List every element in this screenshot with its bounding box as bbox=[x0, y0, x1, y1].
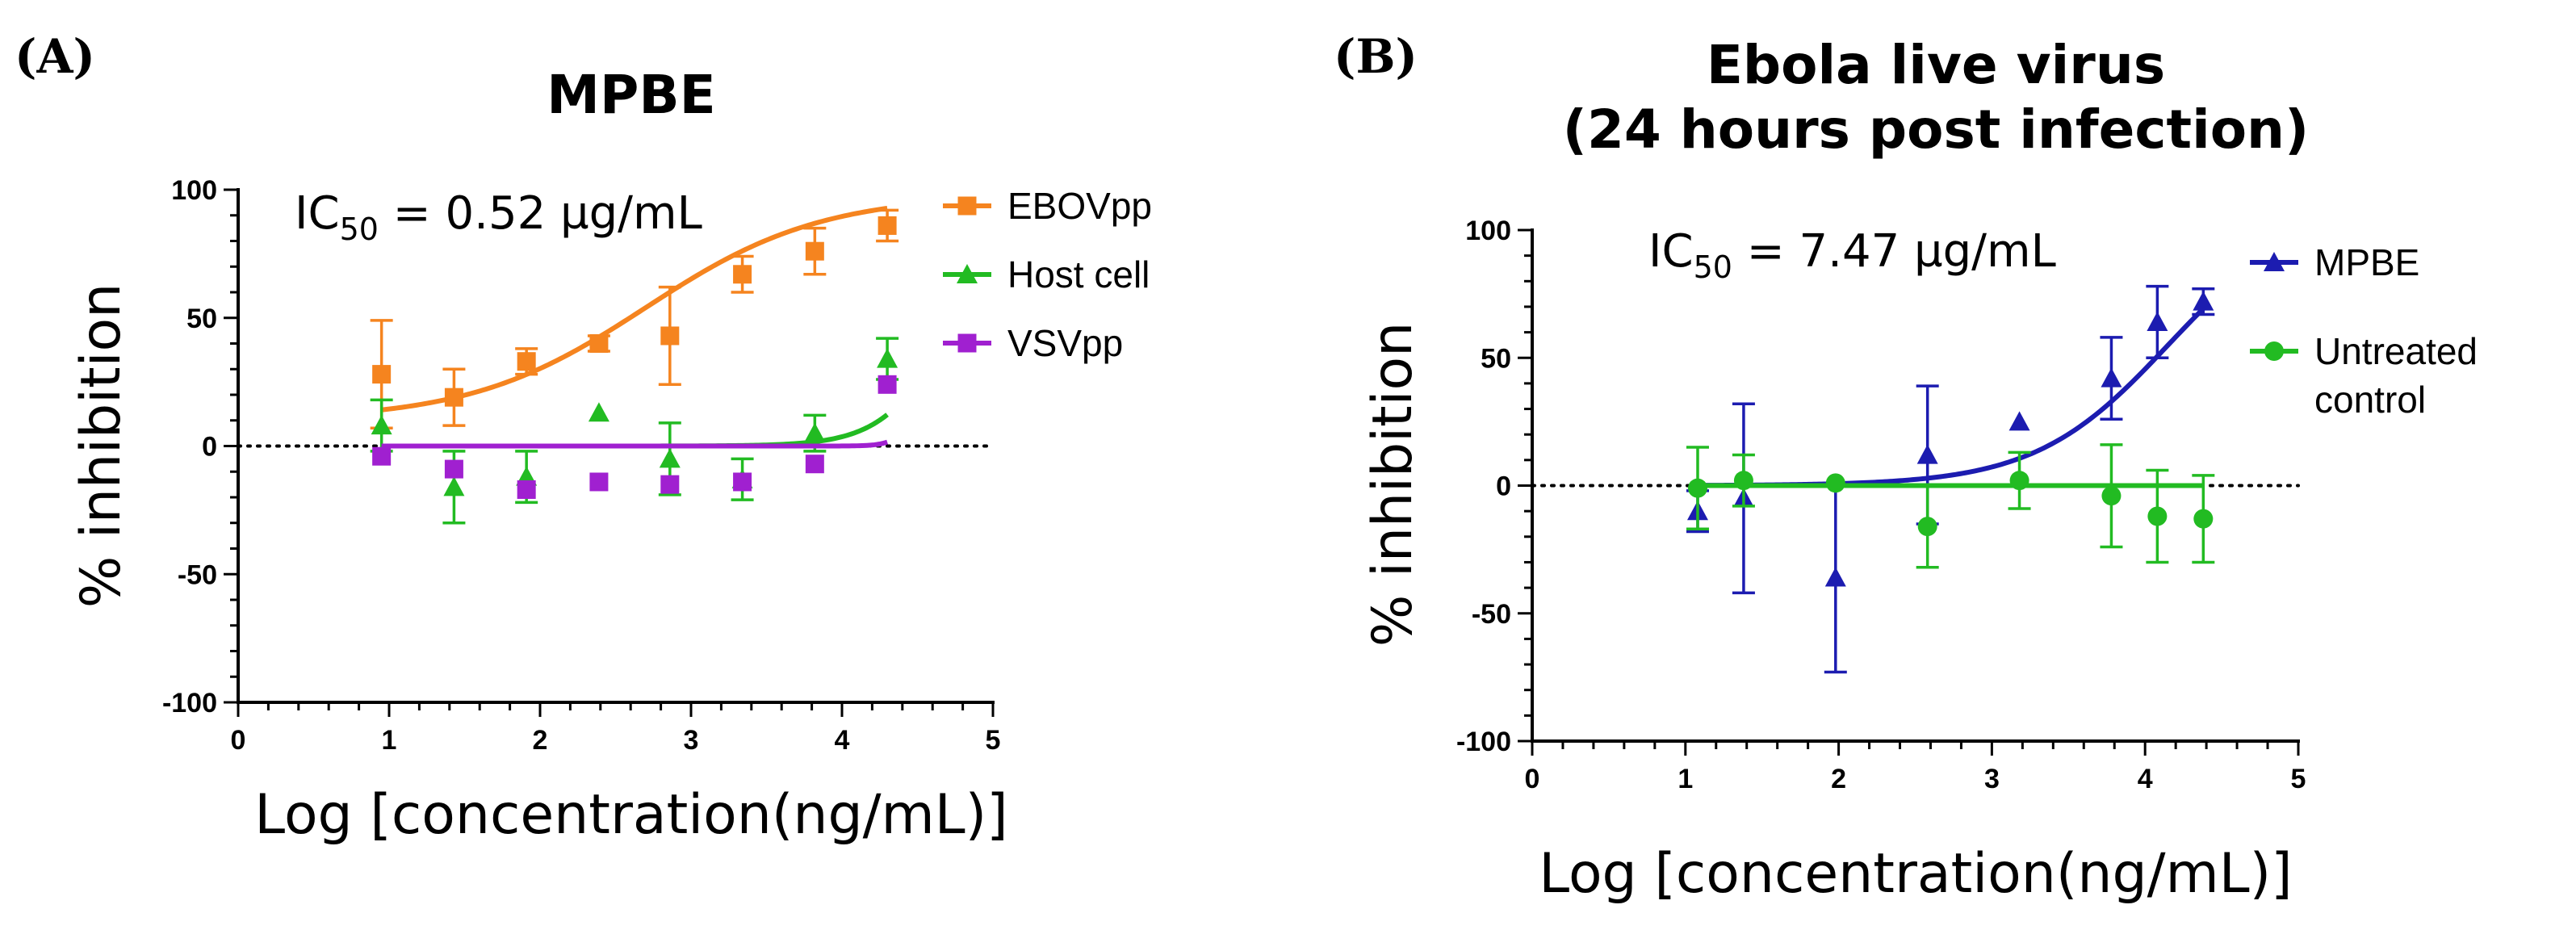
legend-marker bbox=[957, 264, 978, 284]
y-tick-label: 50 bbox=[186, 304, 217, 334]
data-point bbox=[878, 216, 897, 235]
y-axis-title: % inhibition bbox=[1361, 322, 1425, 647]
legend-marker bbox=[957, 333, 977, 353]
x-tick-label: 4 bbox=[835, 725, 850, 756]
data-point bbox=[371, 415, 392, 435]
data-point bbox=[877, 348, 898, 368]
data-point bbox=[1687, 478, 1707, 498]
data-point bbox=[517, 352, 536, 371]
panel-label: (A) bbox=[15, 29, 95, 84]
x-tick-label: 5 bbox=[986, 725, 1001, 756]
data-point bbox=[660, 326, 680, 346]
chart-title: MPBE bbox=[547, 64, 715, 126]
data-point bbox=[443, 476, 465, 496]
y-tick-label: -100 bbox=[162, 688, 217, 718]
x-tick-label: 1 bbox=[382, 725, 397, 756]
panel-b: (B) Ebola live virus(24 hours post infect… bbox=[1334, 29, 2478, 906]
y-tick-label: 100 bbox=[171, 175, 217, 206]
y-tick-label: 0 bbox=[1496, 471, 1511, 502]
legend-label: VSVpp bbox=[1007, 322, 1123, 364]
legend-marker bbox=[957, 196, 977, 216]
x-tick-label: 2 bbox=[533, 725, 548, 756]
data-point bbox=[588, 402, 609, 422]
ic50-value: = 0.52 µg/mL bbox=[379, 187, 702, 240]
data-point bbox=[1917, 517, 1937, 537]
data-point bbox=[805, 455, 824, 474]
series-ebovpp: EBOVpp bbox=[370, 185, 1152, 430]
data-point bbox=[2193, 509, 2214, 529]
data-point bbox=[2193, 291, 2214, 311]
x-tick-label: 3 bbox=[1984, 764, 2000, 794]
y-tick-label: 50 bbox=[1481, 343, 1511, 374]
x-axis-title: Log [concentration(ng/mL)] bbox=[1539, 842, 2292, 906]
y-tick-label: 0 bbox=[202, 432, 217, 463]
data-point bbox=[805, 241, 824, 261]
fit-curve bbox=[1697, 307, 2205, 488]
legend-label: Untreated bbox=[2314, 330, 2478, 372]
data-point bbox=[589, 472, 609, 492]
data-point bbox=[659, 448, 681, 468]
ic50-subscript: 50 bbox=[1694, 249, 1732, 285]
legend-marker bbox=[2264, 341, 2284, 361]
x-tick-label: 5 bbox=[2291, 764, 2306, 794]
data-point bbox=[1824, 567, 1846, 587]
chart-title: (24 hours post infection) bbox=[1563, 98, 2309, 161]
data-point bbox=[2147, 506, 2168, 526]
y-tick-label: -50 bbox=[1472, 599, 1511, 630]
data-point bbox=[804, 422, 826, 442]
data-point bbox=[2101, 486, 2122, 506]
x-tick-label: 4 bbox=[2138, 764, 2153, 794]
data-point bbox=[2008, 411, 2030, 431]
ic50-annotation: IC50 = 0.52 µg/mL bbox=[295, 187, 702, 247]
data-point bbox=[372, 365, 392, 384]
x-tick-label: 1 bbox=[1678, 764, 1693, 794]
fit-curve bbox=[381, 205, 888, 413]
data-point bbox=[444, 388, 463, 407]
legend-label: MPBE bbox=[2314, 241, 2419, 283]
data-point bbox=[733, 472, 752, 492]
data-point bbox=[733, 265, 752, 284]
data-point bbox=[1733, 471, 1753, 491]
x-tick-label: 0 bbox=[231, 725, 246, 756]
x-tick-label: 3 bbox=[684, 725, 699, 756]
legend-label: EBOVpp bbox=[1007, 185, 1152, 227]
data-point bbox=[589, 334, 609, 353]
data-point bbox=[660, 475, 680, 494]
ic50-value: = 7.47 µg/mL bbox=[1732, 225, 2056, 278]
legend-label: control bbox=[2314, 379, 2426, 421]
series-mpbe: MPBE bbox=[1686, 241, 2419, 674]
data-point bbox=[444, 459, 463, 479]
y-tick-label: 100 bbox=[1465, 216, 1511, 246]
ic50-prefix: IC bbox=[295, 187, 340, 240]
ic50-prefix: IC bbox=[1648, 225, 1694, 278]
fit-curve bbox=[381, 439, 889, 449]
y-axis-title: % inhibition bbox=[69, 283, 133, 609]
data-point bbox=[372, 446, 392, 466]
data-point bbox=[1916, 444, 1938, 464]
data-point bbox=[517, 480, 536, 499]
series-untreated-control: Untreated control bbox=[1686, 330, 2478, 569]
ic50-subscript: 50 bbox=[340, 212, 379, 247]
x-axis-title: Log [concentration(ng/mL)] bbox=[254, 783, 1007, 847]
panel-a: (A) MPBE -100 -50 0 50 100 0 1 2 3 4 5 Log [concentra… bbox=[15, 29, 1152, 847]
data-point bbox=[2009, 471, 2029, 491]
legend-marker bbox=[2264, 252, 2285, 272]
panel-label: (B) bbox=[1334, 29, 1418, 84]
data-point bbox=[2147, 311, 2168, 331]
y-tick-label: -100 bbox=[1456, 727, 1511, 757]
x-tick-label: 2 bbox=[1831, 764, 1846, 794]
legend-label: Host cell bbox=[1007, 253, 1150, 295]
y-tick-label: -50 bbox=[178, 559, 217, 590]
chart-title: Ebola live virus bbox=[1707, 34, 2165, 96]
data-point bbox=[2101, 367, 2122, 388]
data-point bbox=[878, 375, 897, 394]
data-point bbox=[1825, 473, 1845, 493]
ic50-annotation: IC50 = 7.47 µg/mL bbox=[1648, 225, 2056, 285]
x-tick-label: 0 bbox=[1525, 764, 1540, 794]
series-vsvpp: VSVpp bbox=[372, 322, 1123, 499]
